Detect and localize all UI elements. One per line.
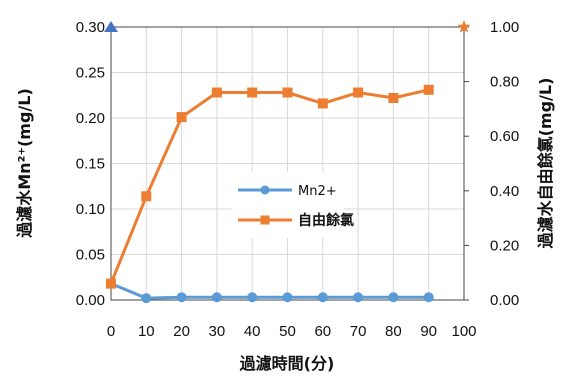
y-axis-right-title: 過濾水自由餘氯(mg/L) xyxy=(536,78,555,250)
data-point-mn xyxy=(141,293,152,304)
y-axis-right-ticks: 0.00 0.20 0.40 0.60 0.80 1.00 xyxy=(104,19,519,309)
legend-marker-chlorine xyxy=(260,215,270,225)
y-right-tick-label: 1.00 xyxy=(490,19,519,36)
data-point-chlorine xyxy=(141,191,152,202)
grid xyxy=(110,26,465,301)
series-line-mn xyxy=(110,282,429,300)
y-right-tick-label: 0.40 xyxy=(490,183,519,200)
y-right-tick-label: 0.00 xyxy=(490,292,519,309)
data-point-mn xyxy=(317,292,328,303)
y-axis-left-ticks: 0.00 0.05 0.10 0.15 0.20 0.25 0.30 xyxy=(76,19,105,309)
y-right-tick-label: 0.80 xyxy=(490,74,519,91)
data-point-chlorine xyxy=(353,87,364,98)
y-right-tick-label: 0.60 xyxy=(490,128,519,145)
data-point-mn xyxy=(247,292,258,303)
x-tick-label: 50 xyxy=(279,323,296,340)
x-tick-label: 80 xyxy=(385,323,402,340)
data-point-chlorine xyxy=(388,92,399,103)
series-layer xyxy=(106,84,434,304)
x-tick-label: 70 xyxy=(350,323,367,340)
y-left-tick-label: 0.10 xyxy=(76,201,105,218)
data-point-chlorine xyxy=(282,87,293,98)
y-axis-left-title: 過濾水Mn²⁺(mg/L) xyxy=(15,88,34,239)
x-tick-label: 100 xyxy=(451,323,476,340)
x-tick-label: 40 xyxy=(244,323,261,340)
legend-entry-mn: Mn2+ xyxy=(238,184,337,199)
data-point-chlorine xyxy=(423,84,434,95)
series-line-chlorine xyxy=(109,88,430,285)
x-tick-label: 20 xyxy=(173,323,190,340)
data-point-chlorine xyxy=(247,87,258,98)
y-left-axis-end-marker xyxy=(104,21,118,32)
data-point-mn xyxy=(388,292,399,303)
data-point-chlorine xyxy=(106,278,116,289)
x-axis-ticks: 0 10 20 30 40 50 60 70 80 90 100 xyxy=(107,323,477,340)
data-point-mn xyxy=(176,292,187,303)
data-point-mn xyxy=(423,292,434,303)
legend-label-chlorine: 自由餘氯 xyxy=(298,212,354,229)
y-left-tick-label: 0.00 xyxy=(76,292,105,309)
y-left-tick-label: 0.30 xyxy=(76,19,105,36)
x-tick-label: 30 xyxy=(209,323,226,340)
y-left-tick-label: 0.20 xyxy=(76,110,105,127)
x-axis-title: 過濾時間(分) xyxy=(239,354,335,373)
data-point-chlorine xyxy=(317,98,328,109)
y-left-tick-label: 0.05 xyxy=(76,247,105,264)
data-point-mn xyxy=(353,292,364,303)
data-point-chlorine xyxy=(211,87,222,98)
x-tick-label: 0 xyxy=(107,323,115,340)
x-tick-label: 10 xyxy=(138,323,155,340)
y-right-tick-label: 0.20 xyxy=(490,237,519,254)
y-right-axis-end-marker xyxy=(457,20,471,33)
y-left-tick-label: 0.25 xyxy=(76,65,105,82)
x-tick-label: 60 xyxy=(314,323,331,340)
data-point-mn xyxy=(211,292,222,303)
legend-background xyxy=(232,172,344,238)
legend-marker-mn xyxy=(260,185,270,195)
data-point-chlorine xyxy=(176,112,187,123)
legend-label-mn: Mn2+ xyxy=(298,184,337,199)
x-tick-label: 90 xyxy=(420,323,437,340)
y-left-tick-label: 0.15 xyxy=(76,156,105,173)
legend: Mn2+ 自由餘氯 xyxy=(232,172,354,238)
data-point-mn xyxy=(282,292,293,303)
legend-entry-chlorine: 自由餘氯 xyxy=(238,212,354,229)
